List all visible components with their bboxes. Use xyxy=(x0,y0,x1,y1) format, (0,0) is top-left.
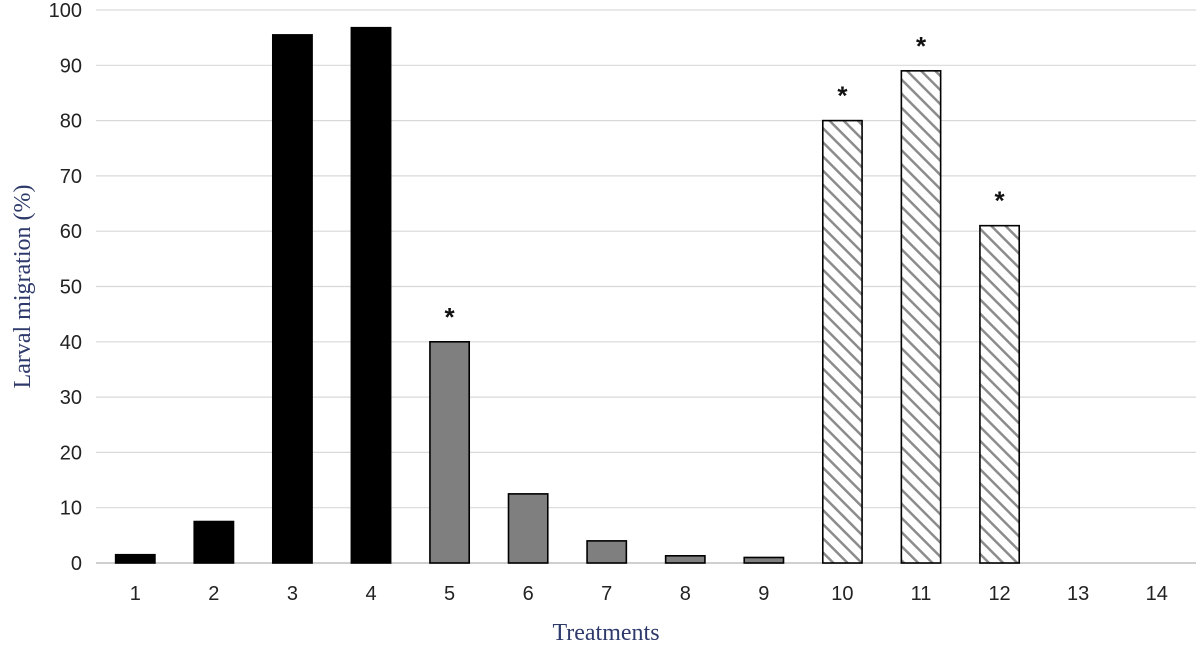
bar-treatment-5 xyxy=(429,340,471,564)
bar-treatment-9 xyxy=(743,556,785,564)
y-tick-label: 0 xyxy=(71,553,82,575)
bar-treatment-3 xyxy=(271,34,313,564)
y-axis-title: Larval migration (%) xyxy=(10,185,36,389)
y-tick-label: 80 xyxy=(60,111,82,133)
x-axis-title: Treatments xyxy=(552,620,659,646)
y-tick-label: 10 xyxy=(60,498,82,520)
bar-treatment-8 xyxy=(664,555,706,564)
x-tick-label: 9 xyxy=(758,583,769,605)
y-tick-label: 70 xyxy=(60,166,82,188)
x-tick-label: 10 xyxy=(831,583,853,605)
x-tick-label: 12 xyxy=(988,583,1010,605)
y-tick-label: 100 xyxy=(49,0,82,22)
bar-treatment-12 xyxy=(979,224,1021,564)
significance-star: * xyxy=(837,81,848,111)
x-tick-label: 6 xyxy=(523,583,534,605)
significance-star: * xyxy=(916,31,927,61)
x-tick-label: 7 xyxy=(601,583,612,605)
bar-treatment-2 xyxy=(193,520,235,564)
y-tick-label: 60 xyxy=(60,221,82,243)
x-tick-label: 3 xyxy=(287,583,298,605)
y-tick-label: 30 xyxy=(60,387,82,409)
y-tick-label: 50 xyxy=(60,277,82,299)
bars xyxy=(114,26,1021,564)
bar-treatment-1 xyxy=(114,553,156,564)
x-tick-label: 2 xyxy=(208,583,219,605)
x-tick-label: 4 xyxy=(365,583,376,605)
gridlines xyxy=(96,9,1196,564)
y-tick-label: 20 xyxy=(60,442,82,464)
x-axis-ticks: 1 2 3 4 5 6 7 8 9 10 11 12 13 14 xyxy=(130,583,1168,605)
bar-treatment-4 xyxy=(350,26,392,564)
bar-treatment-7 xyxy=(586,540,628,564)
y-tick-label: 40 xyxy=(60,332,82,354)
bar-treatment-6 xyxy=(507,493,549,564)
x-tick-label: 5 xyxy=(444,583,455,605)
x-tick-label: 8 xyxy=(680,583,691,605)
x-tick-label: 13 xyxy=(1067,583,1089,605)
bar-treatment-11 xyxy=(900,70,942,564)
significance-star: * xyxy=(995,186,1006,216)
y-axis-ticks: 0 10 20 30 40 50 60 70 80 90 100 xyxy=(49,0,82,575)
x-tick-label: 1 xyxy=(130,583,141,605)
x-tick-label: 14 xyxy=(1146,583,1168,605)
significance-markers: * * * * xyxy=(445,31,1006,332)
y-tick-label: 90 xyxy=(60,55,82,77)
x-tick-label: 11 xyxy=(911,583,932,605)
bar-treatment-10 xyxy=(821,119,863,564)
significance-star: * xyxy=(445,302,456,332)
